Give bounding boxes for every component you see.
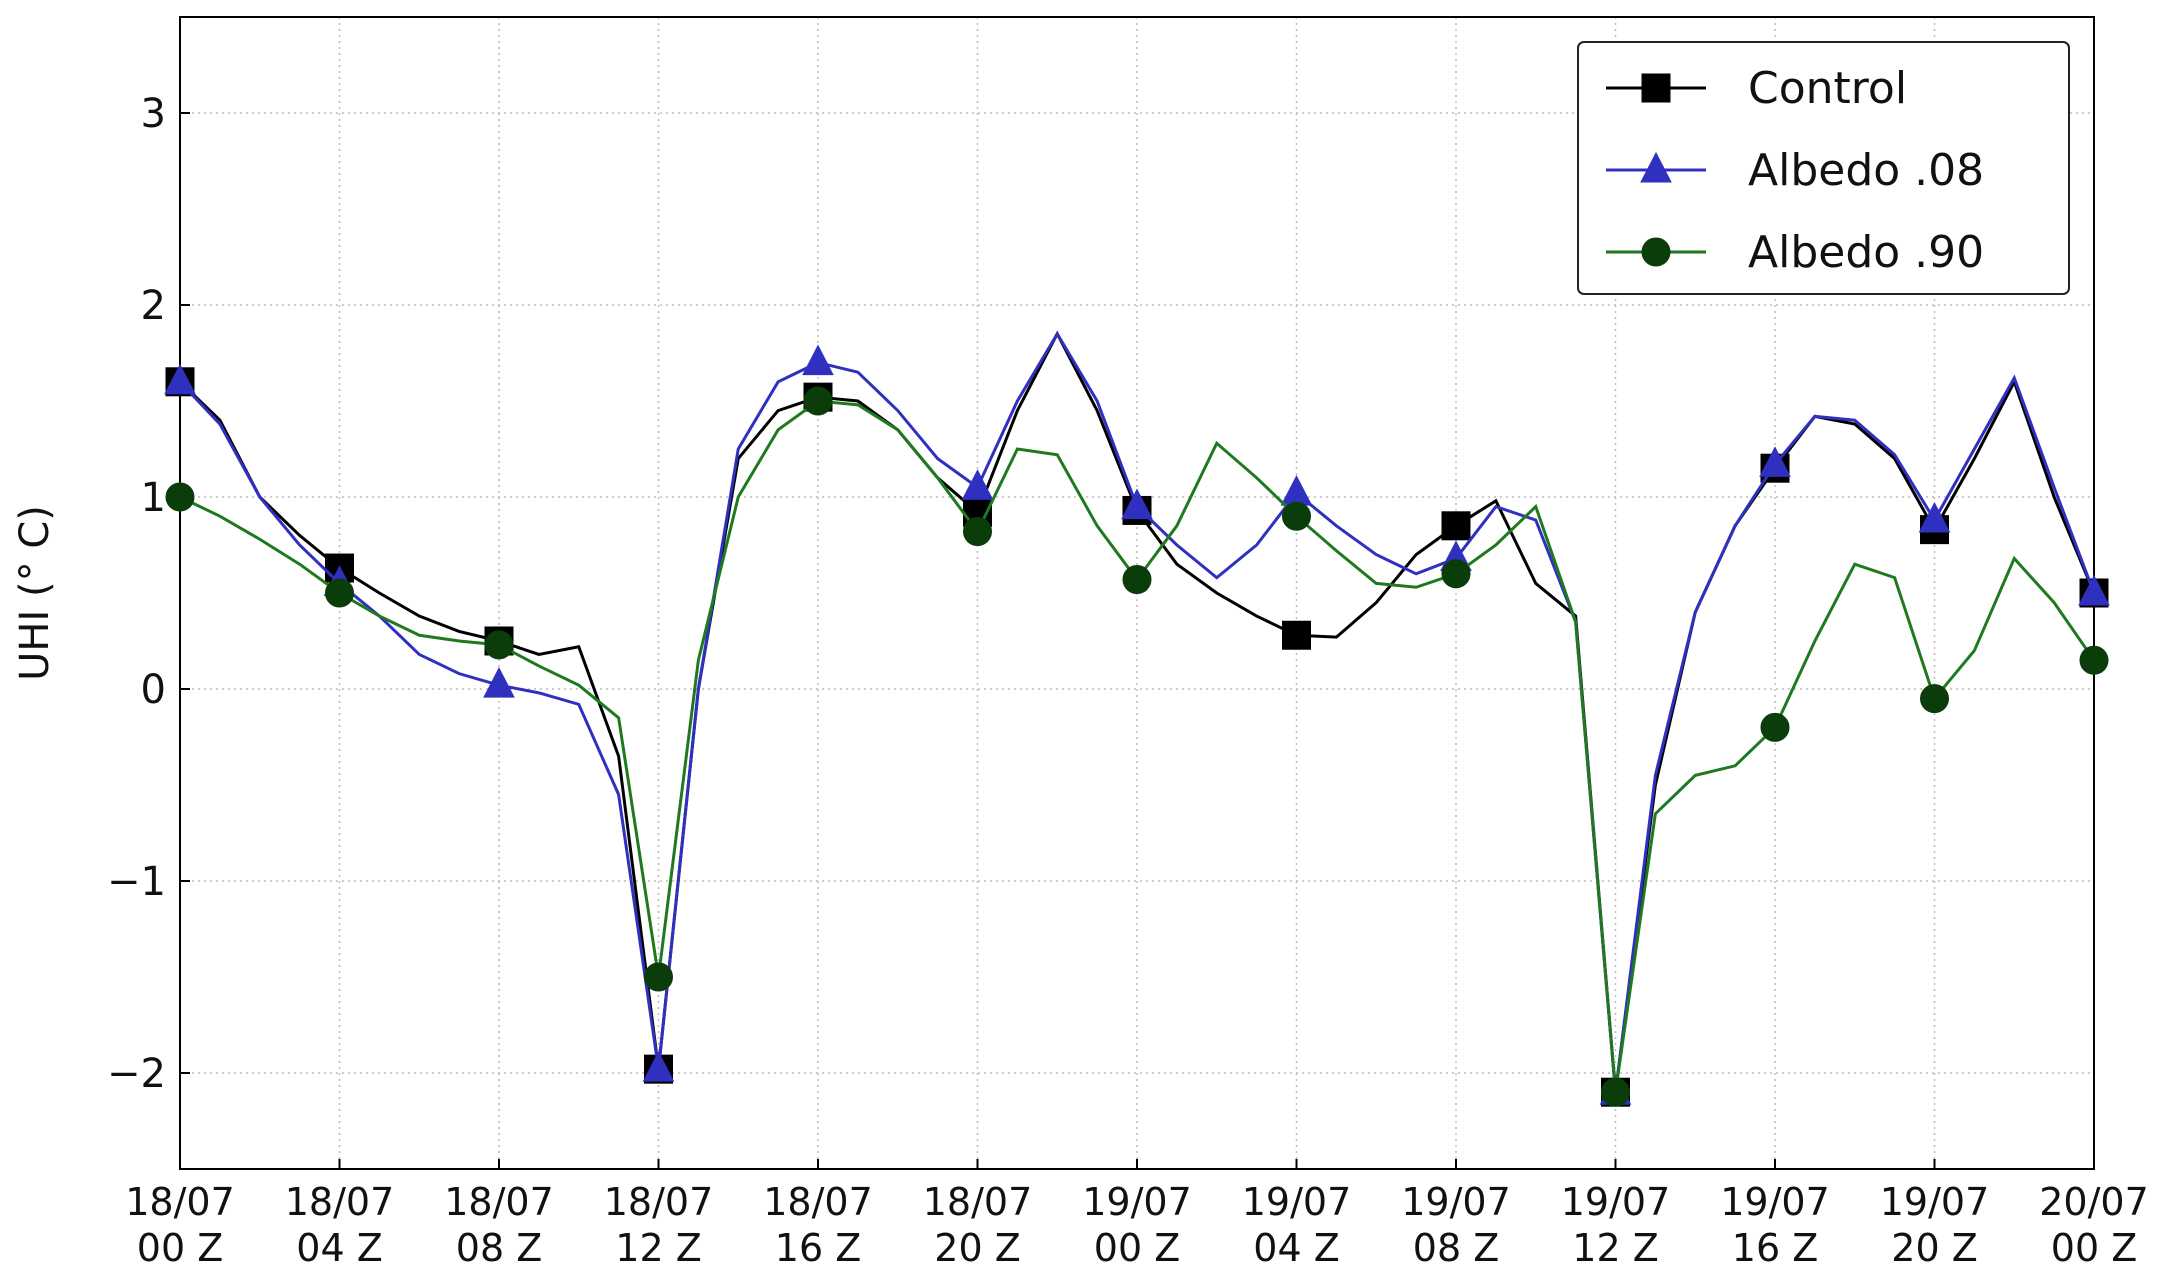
data-point (2079, 645, 2109, 675)
x-tick-label-line: 04 Z (1253, 1226, 1339, 1270)
x-tick-label: 19/07 16 Z (1720, 1180, 1830, 1270)
x-tick-label-line: 12 Z (615, 1226, 701, 1270)
y-tick-label: 1 (141, 475, 166, 521)
data-point (1441, 559, 1471, 589)
x-tick-label-line: 18/07 (285, 1180, 395, 1224)
data-point (644, 962, 673, 992)
x-tick-label-line: 18/07 (604, 1180, 714, 1224)
x-tick-label-line: 20 Z (934, 1226, 1020, 1270)
legend-label: Control (1748, 63, 1907, 114)
data-point (1282, 620, 1311, 650)
data-point (961, 469, 994, 500)
data-point (802, 344, 834, 376)
data-point (165, 482, 195, 512)
x-tick-label-line: 18/07 (444, 1180, 554, 1224)
x-tick-label: 18/07 20 Z (923, 1180, 1033, 1270)
x-tick-label-line: 18/07 (923, 1180, 1033, 1224)
x-tick-label-line: 20/07 (2039, 1180, 2149, 1224)
data-point (803, 386, 833, 416)
data-point (483, 667, 515, 698)
x-tick-label-line: 19/07 (1880, 1180, 1990, 1224)
x-tick-label-line: 08 Z (456, 1226, 542, 1270)
x-tick-label: 18/07 04 Z (285, 1180, 395, 1270)
legend-marker (1641, 237, 1671, 267)
x-tick-label: 18/07 12 Z (604, 1180, 714, 1270)
x-tick-label-line: 04 Z (296, 1226, 382, 1270)
data-point (484, 630, 514, 660)
x-tick-label: 18/07 00 Z (125, 1180, 235, 1270)
x-tick-label-line: 16 Z (775, 1226, 861, 1270)
x-tick-label-line: 19/07 (1082, 1180, 1192, 1224)
x-tick-label-line: 12 Z (1572, 1226, 1658, 1270)
data-point (1282, 501, 1311, 531)
data-point (1121, 488, 1153, 520)
y-tick-label: 2 (141, 283, 166, 329)
data-point (963, 517, 992, 547)
y-tick-label: −2 (107, 1051, 166, 1097)
y-axis-label: UHI (° C) (12, 505, 58, 681)
legend-marker (1641, 73, 1671, 103)
y-tick-label: 3 (141, 91, 166, 137)
x-tick-label-line: 19/07 (1242, 1180, 1352, 1224)
x-tick-label-line: 20 Z (1891, 1226, 1977, 1270)
data-point (642, 1051, 675, 1082)
x-tick-label-line: 18/07 (763, 1180, 873, 1224)
x-tick-label: 18/07 16 Z (763, 1180, 873, 1270)
data-point (1759, 446, 1791, 477)
x-tick-label-line: 19/07 (1720, 1180, 1830, 1224)
x-tick-label: 19/07 20 Z (1880, 1180, 1990, 1270)
data-point (1280, 475, 1313, 506)
data-point (1918, 501, 1951, 533)
x-tick-label-line: 19/07 (1401, 1180, 1511, 1224)
data-point (1760, 712, 1790, 742)
x-tick-label: 18/07 08 Z (444, 1180, 554, 1270)
data-point (1122, 565, 1152, 595)
x-tick-label-line: 00 Z (2051, 1226, 2137, 1270)
data-point (2078, 574, 2110, 606)
data-point (325, 578, 354, 608)
x-tick-label: 19/07 12 Z (1561, 1180, 1671, 1270)
x-tick-label: 19/07 04 Z (1242, 1180, 1352, 1270)
data-point (1441, 511, 1471, 541)
x-tick-label-line: 19/07 (1561, 1180, 1671, 1224)
x-tick-label-line: 00 Z (1094, 1226, 1180, 1270)
data-point (1920, 684, 1949, 714)
x-tick-label: 19/07 08 Z (1401, 1180, 1511, 1270)
x-tick-label-line: 18/07 (125, 1180, 235, 1224)
x-tick-label-line: 16 Z (1732, 1226, 1818, 1270)
x-tick-label: 20/07 00 Z (2039, 1180, 2149, 1270)
y-tick-label: −1 (107, 859, 166, 905)
x-tick-label: 19/07 00 Z (1082, 1180, 1192, 1270)
x-tick-label-line: 00 Z (137, 1226, 223, 1270)
x-tick-label-line: 08 Z (1413, 1226, 1499, 1270)
data-point (1601, 1077, 1630, 1107)
data-point (164, 363, 196, 395)
legend-marker (1640, 151, 1672, 183)
y-tick-label: 0 (141, 667, 166, 713)
legend-label: Albedo .08 (1748, 145, 1984, 196)
legend-label: Albedo .90 (1748, 227, 1984, 278)
legend-box (1577, 41, 2070, 295)
